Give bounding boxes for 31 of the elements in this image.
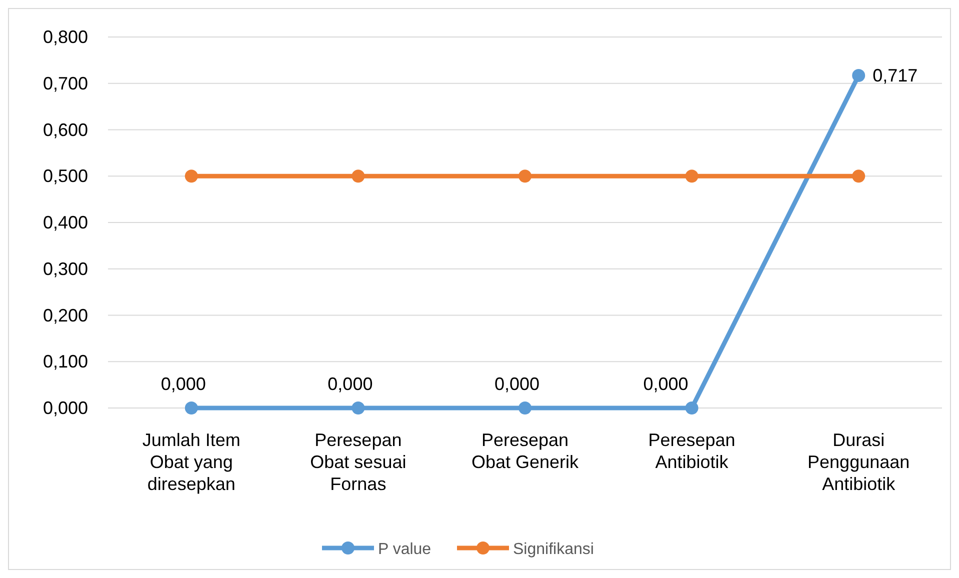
- point: [184, 402, 198, 414]
- y-tick-label: 0,100: [42, 352, 88, 372]
- data-label: 0,000: [160, 374, 206, 394]
- point: [352, 402, 365, 414]
- x-tick-label: Peresepan Antibiotik: [648, 430, 736, 472]
- y-tick-label: 0,700: [42, 73, 88, 94]
- point: [852, 170, 866, 183]
- y-tick-label: 0,300: [42, 258, 88, 279]
- x-tick-label: Peresepan Obat Generik: [471, 430, 580, 472]
- point: [685, 170, 698, 183]
- data-label: 0,000: [328, 374, 373, 394]
- x-tick-label: Durasi Penggunaan Antibiotik: [808, 430, 910, 494]
- y-tick-label: 0,800: [42, 27, 88, 47]
- legend-label: Signifikansi: [513, 541, 594, 558]
- y-tick-label: 0,000: [42, 398, 88, 418]
- point: [518, 170, 532, 183]
- x-tick-label: Jumlah Item Obat yang diresepkan: [142, 430, 240, 494]
- x-tick-label: Peresepan Obat sesuai Fornas: [310, 430, 406, 494]
- data-label: 0,717: [872, 65, 918, 86]
- legend-label: P value: [378, 541, 432, 558]
- data-label: 0,000: [643, 374, 688, 394]
- point: [352, 170, 365, 183]
- point: [518, 402, 532, 414]
- y-tick-label: 0,200: [42, 305, 88, 326]
- point: [184, 170, 198, 183]
- y-tick-label: 0,500: [42, 166, 88, 186]
- y-tick-label: 0,600: [42, 120, 88, 140]
- point: [852, 68, 866, 82]
- y-tick-label: 0,400: [42, 212, 88, 232]
- data-label: 0,000: [494, 374, 540, 394]
- point: [685, 402, 698, 414]
